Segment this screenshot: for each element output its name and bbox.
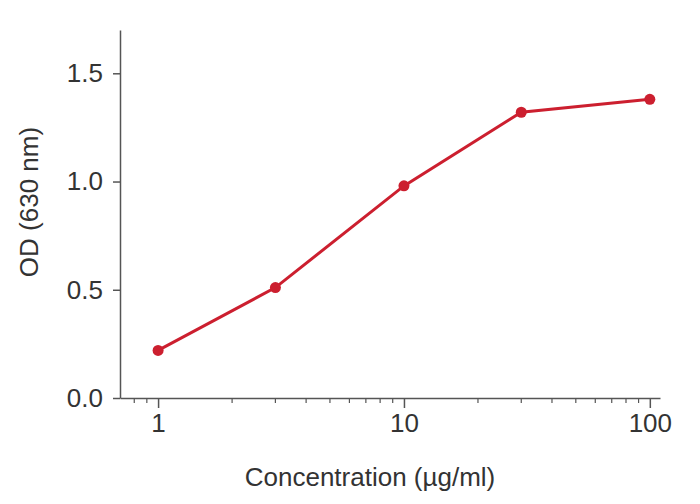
point [153,345,164,356]
x-tick-mark [404,398,406,408]
x-minor-ticks [134,398,638,403]
x-tick-label: 10 [390,408,419,438]
x-tick: 10 [390,398,419,438]
y-tick-label: 1.0 [67,166,103,196]
x-minor-tick [329,398,330,403]
x-minor-tick [477,398,478,403]
x-minor-tick [551,398,552,403]
y-tick: 0.5 [67,275,120,305]
point [644,94,655,105]
y-tick: 1.0 [67,166,120,196]
y-axis: 0.0 0.5 1.0 1.5 [67,31,121,413]
x-minor-tick [365,398,366,403]
x-minor-tick [521,398,522,403]
x-axis: 1 10 100 [121,398,673,438]
y-tick-mark [113,290,120,292]
y-axis-line [120,31,122,399]
point [398,180,409,191]
x-minor-tick [575,398,576,403]
line [158,99,650,350]
y-tick-label: 0.0 [67,383,103,413]
x-minor-tick [146,398,147,403]
x-minor-tick [349,398,350,403]
y-tick: 0.0 [67,383,120,413]
y-tick-label: 0.5 [67,275,103,305]
plot: 1 10 100 0.0 0.5 1.0 1.5 [67,31,672,439]
x-tick-mark [158,398,160,408]
x-minor-tick [231,398,232,403]
y-tick-label: 1.5 [67,58,103,88]
x-tick: 1 [151,398,165,438]
x-minor-tick [611,398,612,403]
point [270,282,281,293]
x-tick-mark [650,398,652,408]
x-minor-tick [625,398,626,403]
series [153,94,656,356]
x-tick-label: 1 [151,408,165,438]
chart: 1 10 100 0.0 0.5 1.0 1.5 Concentration (µg/ml) O… [0,0,700,504]
y-axis-title: OD (630 nm) [14,127,44,277]
x-tick-label: 100 [629,408,672,438]
y-tick-mark [113,181,120,183]
y-tick: 1.5 [67,58,120,88]
x-minor-tick [638,398,639,403]
y-tick-mark [113,73,120,75]
y-tick-mark [113,398,120,400]
x-tick: 100 [629,398,672,438]
x-minor-tick [380,398,381,403]
x-minor-tick [392,398,393,403]
x-minor-tick [134,398,135,403]
x-axis-title: Concentration (µg/ml) [245,462,496,492]
x-minor-tick [275,398,276,403]
point [516,107,527,118]
x-axis-line [121,398,661,400]
x-minor-tick [306,398,307,403]
x-minor-tick [595,398,596,403]
